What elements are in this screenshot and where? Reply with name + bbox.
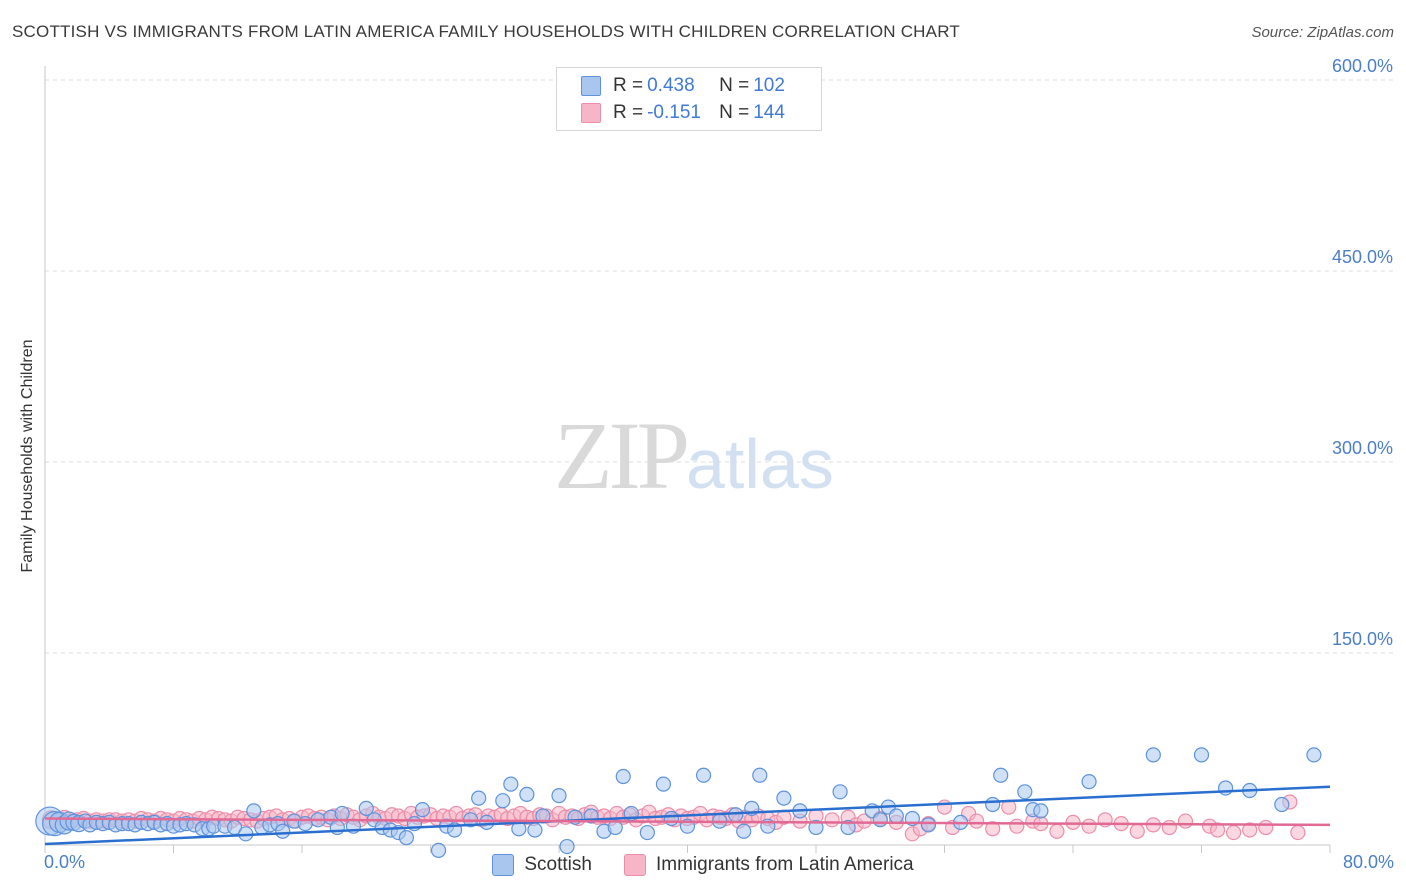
latin-point — [1177, 813, 1194, 829]
latin-point — [985, 821, 1001, 837]
latin-point — [1129, 823, 1145, 839]
scottish-point — [430, 842, 447, 858]
scottish-point — [728, 807, 744, 823]
legend: Scottish Immigrants from Latin America — [0, 852, 1406, 878]
axis-layer — [44, 66, 1331, 853]
latin-point — [1049, 823, 1065, 839]
latin-point — [1081, 818, 1097, 834]
scottish-point — [1274, 796, 1290, 813]
y-tick-label: 300.0% — [1332, 438, 1393, 458]
scottish-point — [398, 830, 415, 846]
scottish-point — [358, 800, 374, 816]
scottish-point — [519, 786, 535, 802]
scottish-point — [559, 838, 575, 855]
scottish-point — [1081, 774, 1097, 790]
scottish-point — [752, 767, 768, 783]
scottish-point — [615, 768, 631, 785]
scottish-point — [527, 822, 543, 838]
scottish-point — [985, 796, 1001, 813]
scottish-point — [888, 808, 904, 824]
watermark: ZIPatlas — [554, 400, 834, 511]
stats-n-label: N = — [719, 102, 750, 123]
scottish-point — [1145, 747, 1161, 763]
stats-n-value: 144 — [753, 102, 785, 123]
legend-item-latin[interactable]: Immigrants from Latin America — [623, 854, 914, 876]
legend-label-latin: Immigrants from Latin America — [655, 854, 914, 875]
scottish-point — [1217, 780, 1234, 796]
scottish-point — [495, 793, 511, 809]
legend-label-scottish: Scottish — [524, 854, 592, 875]
trend-layer — [44, 785, 1331, 846]
stats-r-value: -0.151 — [647, 102, 701, 123]
latin-point — [1226, 824, 1242, 841]
scottish-point — [414, 802, 431, 818]
y-tick-label: 600.0% — [1332, 56, 1393, 76]
scottish-point — [736, 823, 752, 839]
scottish-swatch — [581, 76, 601, 96]
scottish-trendline — [44, 785, 1331, 846]
latin-swatch — [581, 103, 601, 123]
scottish-point — [872, 812, 888, 828]
stats-r-label: R = — [613, 102, 644, 123]
source-credit: Source: ZipAtlas.com — [1251, 24, 1394, 41]
stats-box: R = 0.438 N = 102 R = -0.151 N = 144 — [556, 67, 822, 131]
scottish-point — [1033, 803, 1049, 819]
legend-swatch-scottish — [492, 854, 515, 876]
scottish-point — [663, 810, 680, 827]
scottish-point — [551, 788, 567, 804]
scottish-point — [655, 776, 672, 792]
scottish-point — [503, 776, 519, 792]
legend-item-scottish[interactable]: Scottish — [492, 854, 592, 876]
stats-row-scottish: R = 0.438 N = 102 — [581, 74, 785, 98]
stats-r-label: R = — [613, 75, 644, 96]
scottish-point — [808, 819, 824, 836]
scottish-point — [920, 817, 937, 833]
latin-point — [1290, 824, 1306, 841]
latin-point — [936, 799, 953, 815]
stats-row-latin: R = -0.151 N = 144 — [581, 101, 785, 125]
watermark-zip: ZIP — [554, 402, 690, 509]
stats-r-value: 0.438 — [647, 75, 695, 96]
stats-n-label: N = — [719, 75, 750, 96]
watermark-atlas: atlas — [686, 425, 834, 503]
y-tick-labels: 150.0% 300.0% 450.0% 600.0% — [1332, 56, 1393, 649]
scottish-point — [479, 814, 495, 830]
scottish-point — [471, 790, 487, 806]
scottish-point — [1193, 747, 1210, 763]
scottish-point — [993, 767, 1009, 783]
scottish-point — [695, 767, 712, 783]
scottish-point — [1306, 747, 1322, 763]
scottish-point — [246, 803, 262, 819]
scottish-point — [275, 823, 291, 839]
scottish-point — [639, 824, 655, 841]
latin-point — [1242, 822, 1258, 838]
y-tick-label: 150.0% — [1332, 629, 1393, 649]
scottish-points-group — [35, 747, 1322, 858]
x-tick-label-max: 80.0% — [1342, 852, 1394, 872]
x-tick-label-min: 0.0% — [44, 852, 86, 872]
stats-n-value: 102 — [753, 75, 785, 96]
latin-point — [1258, 819, 1274, 836]
grid-layer — [45, 79, 1395, 654]
latin-point — [824, 812, 840, 828]
latin-trendline — [44, 817, 1331, 827]
latin-point — [856, 813, 872, 829]
scottish-point — [1017, 784, 1033, 800]
scottish-point — [840, 819, 856, 836]
latin-point — [1009, 818, 1025, 834]
y-tick-label: 450.0% — [1332, 247, 1393, 267]
latin-point — [1209, 822, 1226, 838]
latin-point — [1161, 819, 1177, 836]
scottish-point — [334, 805, 350, 822]
latin-point — [969, 813, 985, 829]
scottish-point — [776, 790, 792, 806]
legend-swatch-latin — [623, 854, 646, 876]
chart-title: SCOTTISH VS IMMIGRANTS FROM LATIN AMERIC… — [12, 22, 960, 41]
scottish-point — [832, 784, 848, 800]
